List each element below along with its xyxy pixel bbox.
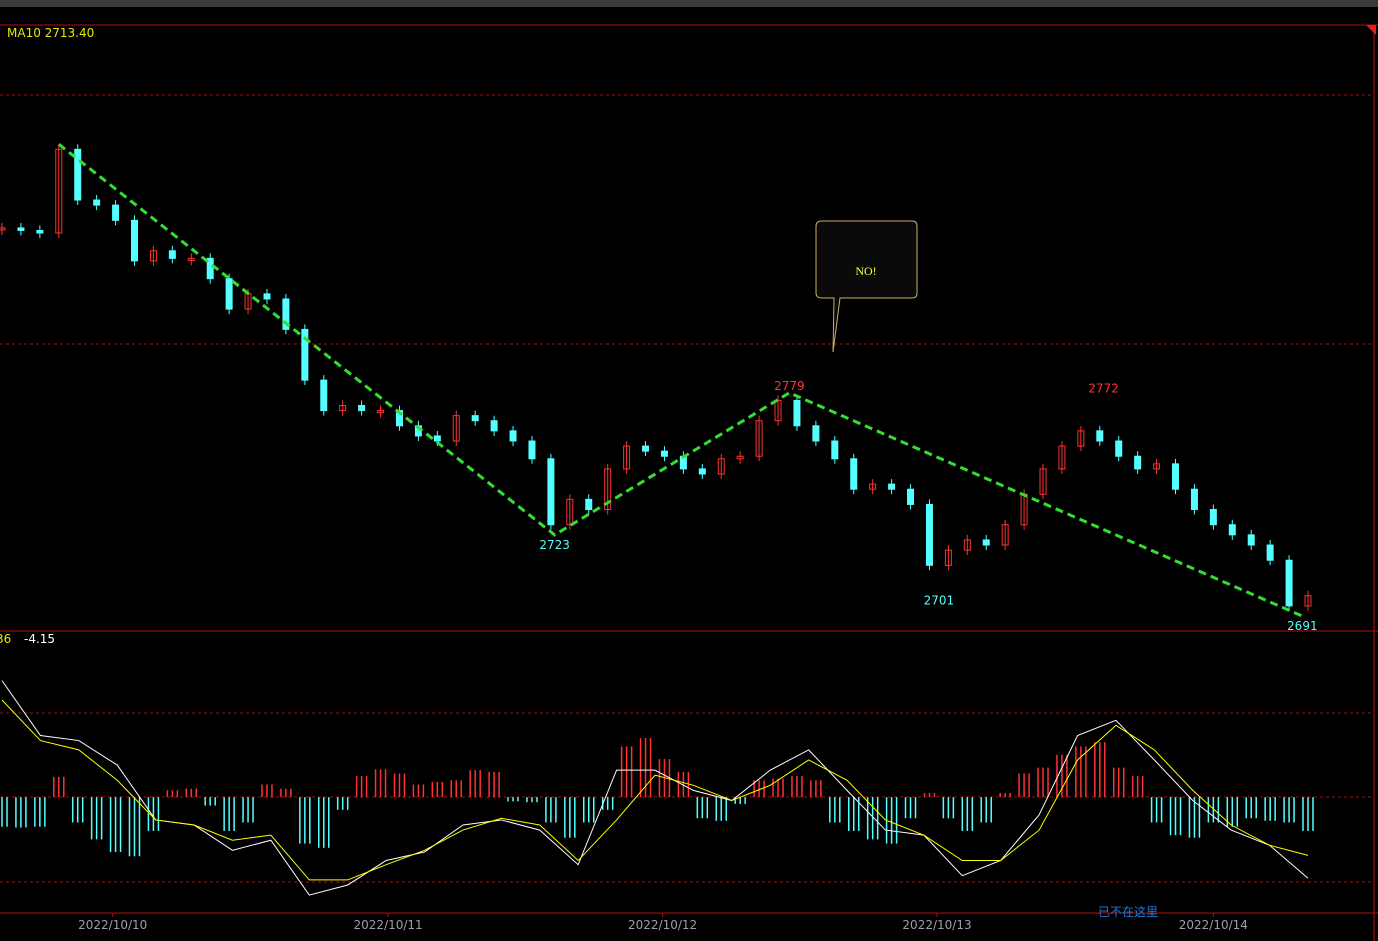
candle [812, 425, 820, 442]
candle [395, 410, 403, 427]
x-tick-label: 2022/10/13 [902, 918, 971, 932]
candle [604, 468, 612, 511]
candle [1228, 524, 1236, 536]
candle [358, 405, 366, 412]
candle [793, 399, 801, 427]
macd-value: -4.15 [24, 632, 55, 646]
pivot-label: 2701 [924, 594, 955, 608]
candle [187, 257, 195, 261]
candle [1115, 440, 1123, 457]
candle [471, 415, 479, 422]
candle [869, 483, 877, 490]
candle [1285, 559, 1293, 607]
candle [339, 405, 347, 412]
candle [963, 539, 971, 551]
pivot-label: 2691 [1287, 619, 1318, 633]
grid [0, 94, 1374, 883]
candle [55, 148, 63, 234]
candle [1096, 430, 1104, 442]
candle [168, 250, 176, 259]
x-tick-label: 2022/10/11 [354, 918, 423, 932]
candle [982, 539, 990, 546]
watermark: 已不在这里 [1098, 904, 1158, 919]
plot: 2723 2779 2691 2701 2772 2022/10/10 2022/10/11… [0, 143, 1318, 932]
callout-text: NO! [855, 264, 876, 278]
candle [717, 458, 725, 475]
candle [490, 420, 498, 432]
candle [585, 498, 593, 511]
candle [263, 293, 271, 300]
pivot-label: 2779 [774, 379, 805, 393]
candle [1058, 445, 1066, 470]
candle [282, 298, 290, 330]
candle [623, 445, 631, 470]
candle [74, 148, 82, 201]
indicator-label: MA10 2713.40 [7, 26, 94, 40]
candle [301, 328, 309, 381]
candle [736, 455, 744, 460]
macd-line [1, 680, 1309, 896]
trend-line [57, 143, 1303, 618]
candle [1172, 463, 1180, 490]
candle [1247, 534, 1255, 546]
candle [850, 458, 858, 490]
candle [1304, 595, 1312, 607]
candle [755, 420, 763, 457]
candle [1001, 524, 1009, 546]
candle [377, 410, 385, 414]
candle [1266, 544, 1274, 561]
candle [320, 379, 328, 412]
pivot-label: 2723 [539, 538, 570, 552]
candle [566, 498, 574, 526]
candle [1039, 468, 1047, 495]
candle [93, 199, 101, 206]
candle [36, 229, 44, 234]
candle [452, 415, 460, 442]
candle [433, 435, 441, 442]
candle [1153, 463, 1161, 470]
candle [1134, 455, 1142, 470]
candle [17, 227, 25, 231]
candle [642, 445, 650, 452]
corner-marker [1366, 25, 1376, 35]
macd-label: 36 [0, 632, 11, 646]
candle [907, 488, 915, 505]
candle [944, 549, 952, 566]
candle [206, 257, 214, 280]
candle [528, 440, 536, 460]
x-tick-label: 2022/10/12 [628, 918, 697, 932]
candle [1190, 488, 1198, 511]
candle [831, 440, 839, 460]
candle [112, 204, 120, 221]
candle [547, 458, 555, 526]
candle [888, 483, 896, 490]
x-tick-label: 2022/10/10 [78, 918, 147, 932]
candle [698, 468, 706, 475]
candle [925, 503, 933, 566]
candle [149, 250, 157, 262]
macd-line [1, 699, 1309, 881]
candle [130, 219, 138, 262]
x-tick-label: 2022/10/14 [1179, 918, 1248, 932]
pivot-label: 2772 [1088, 382, 1119, 396]
candle [509, 430, 517, 442]
candle [1077, 430, 1085, 447]
candle [0, 227, 6, 231]
candle [225, 278, 233, 310]
callout [815, 220, 918, 353]
candle [1209, 509, 1217, 526]
candle [660, 450, 668, 457]
top-bar [0, 0, 1378, 7]
